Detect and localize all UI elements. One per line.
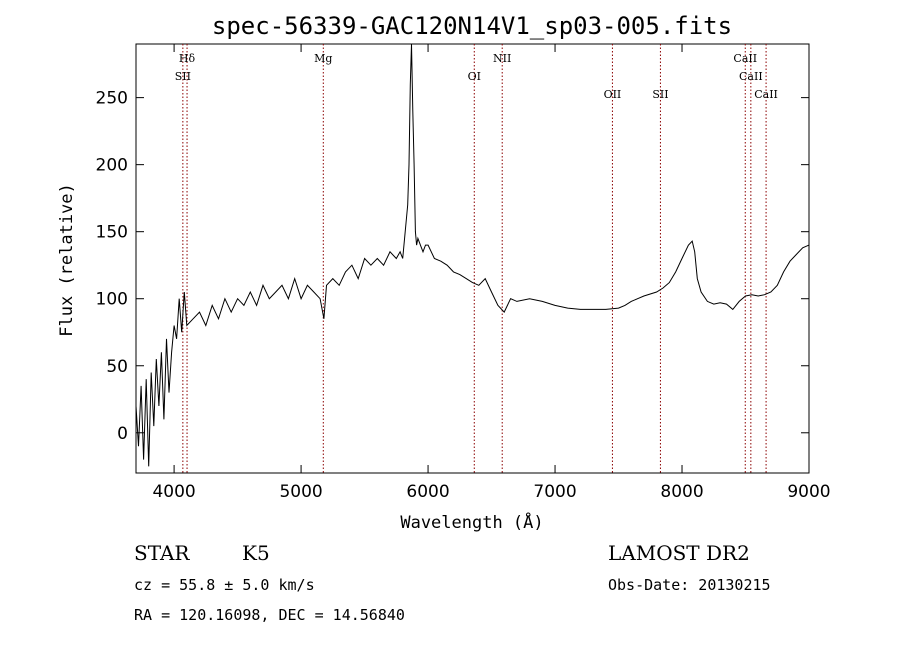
spectral-line-labels: Hδ SII Mg OI NII OII SII CaII CaII CaII <box>175 52 778 101</box>
x-axis-ticks: 4000 5000 6000 7000 8000 9000 <box>152 44 831 502</box>
redshift-velocity: cz = 55.8 ± 5.0 km/s <box>134 576 315 594</box>
x-tick-label: 5000 <box>279 482 322 502</box>
y-tick-label: 150 <box>96 223 128 243</box>
y-tick-label: 100 <box>96 290 128 310</box>
y-tick-label: 250 <box>96 89 128 109</box>
y-axis-ticks: 0 50 100 150 200 250 <box>96 89 809 444</box>
spectral-line-label: CaII <box>733 52 757 65</box>
x-tick-label: 8000 <box>660 482 703 502</box>
spectral-line-markers <box>182 44 767 473</box>
spectral-line-label: Hδ <box>179 52 196 65</box>
x-tick-label: 4000 <box>152 482 195 502</box>
x-tick-label: 9000 <box>787 482 830 502</box>
spectral-line-label: CaII <box>739 70 763 83</box>
x-tick-label: 6000 <box>406 482 449 502</box>
y-tick-label: 0 <box>117 424 128 444</box>
y-tick-label: 200 <box>96 156 128 176</box>
survey-name: LAMOST DR2 <box>608 541 750 565</box>
spectral-line-label: Mg <box>314 52 332 65</box>
x-tick-label: 7000 <box>533 482 576 502</box>
spectral-line-label: OII <box>604 88 622 101</box>
spectral-line-label: OI <box>468 70 481 83</box>
spectral-line-label: SII <box>175 70 191 83</box>
coordinates: RA = 120.16098, DEC = 14.56840 <box>134 606 405 624</box>
y-axis-label: Flux (relative) <box>57 183 77 337</box>
object-type: STAR <box>134 541 190 565</box>
x-axis-label: Wavelength (Å) <box>400 511 543 533</box>
observation-date: Obs-Date: 20130215 <box>608 576 771 594</box>
chart-title: spec-56339-GAC120N14V1_sp03-005.fits <box>212 12 732 40</box>
y-tick-label: 50 <box>106 357 128 377</box>
spectral-subclass: K5 <box>242 541 270 565</box>
spectrum-line <box>135 43 810 467</box>
plot-area: Hδ SII Mg OI NII OII SII CaII CaII CaII <box>135 43 810 474</box>
spectral-line-label: SII <box>652 88 668 101</box>
plot-frame <box>135 43 810 474</box>
spectral-line-label: NII <box>493 52 511 65</box>
spectral-line-label: CaII <box>754 88 778 101</box>
